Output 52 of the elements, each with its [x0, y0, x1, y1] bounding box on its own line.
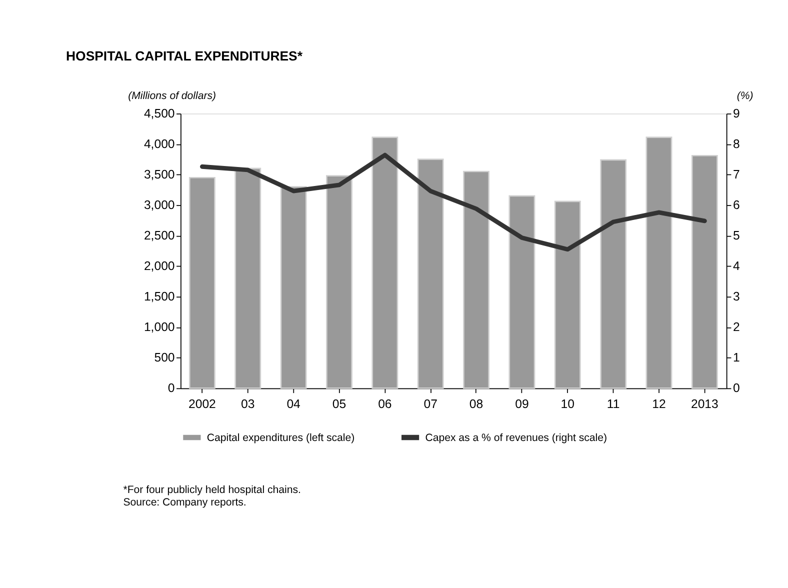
x-tick-label: 06 [378, 397, 392, 412]
y2-tick-label: 1 [732, 350, 740, 365]
bar [508, 195, 536, 389]
y-tick-label: 4,000 [144, 137, 175, 152]
y-tick-label: 1,000 [144, 320, 175, 334]
x-tick-label: 11 [606, 397, 620, 412]
y2-tick-label: 4 [732, 259, 740, 274]
bar [554, 200, 581, 389]
y2-tick-label: 7 [732, 168, 740, 182]
y-tick-label: 2,500 [144, 228, 175, 243]
y-tick-label: 4,500 [144, 106, 175, 120]
chart-title: HOSPITAL CAPITAL EXPENDITURES* [66, 48, 304, 64]
bar [326, 175, 352, 389]
bar [417, 158, 444, 389]
legend-label: Capex as a % of revenues (right scale) [425, 432, 607, 444]
x-tick-label: 09 [515, 397, 529, 412]
y-axis-title: (Millions of dollars) [128, 90, 216, 102]
x-tick-label: 10 [560, 397, 575, 412]
line-series [200, 152, 707, 252]
x-tick-label: 2013 [690, 397, 719, 412]
y2-tick-label: 2 [732, 320, 740, 334]
bar [280, 186, 307, 389]
y2-tick-label: 9 [732, 106, 740, 120]
x-tick-label: 05 [332, 397, 346, 412]
bar [372, 136, 398, 389]
bar [463, 170, 490, 389]
source-note: Source: Company reports. [123, 496, 246, 508]
y2-tick-label: 6 [732, 198, 740, 212]
x-tick-label: 12 [652, 397, 666, 412]
bar [234, 168, 262, 389]
legend-label: Capital expenditures (left scale) [206, 432, 355, 444]
y2-tick-label: 5 [732, 228, 740, 243]
x-tick-label: 04 [286, 397, 301, 412]
y-tick-label: 3,000 [144, 198, 175, 212]
bar [646, 136, 672, 389]
y-tick-label: 500 [154, 350, 175, 365]
x-tick-label: 08 [469, 397, 484, 412]
y-tick-label: 1,500 [144, 290, 175, 304]
y-tick-label: 2,000 [144, 259, 175, 274]
x-tick-label: 07 [424, 397, 438, 412]
y-tick-label: 0 [168, 381, 175, 396]
bar [691, 154, 718, 389]
x-tick-label: 2002 [188, 397, 216, 412]
bar [600, 159, 627, 389]
y2-tick-label: 0 [732, 381, 740, 396]
y-tick-label: 3,500 [144, 168, 175, 182]
bar [188, 176, 216, 389]
y2-axis-title: (%) [736, 90, 754, 102]
x-tick-label: 03 [241, 397, 255, 412]
text: *For four publicly held hospital chains. [123, 484, 301, 496]
y2-tick-label: 3 [732, 290, 740, 304]
y2-tick-label: 8 [732, 137, 740, 152]
